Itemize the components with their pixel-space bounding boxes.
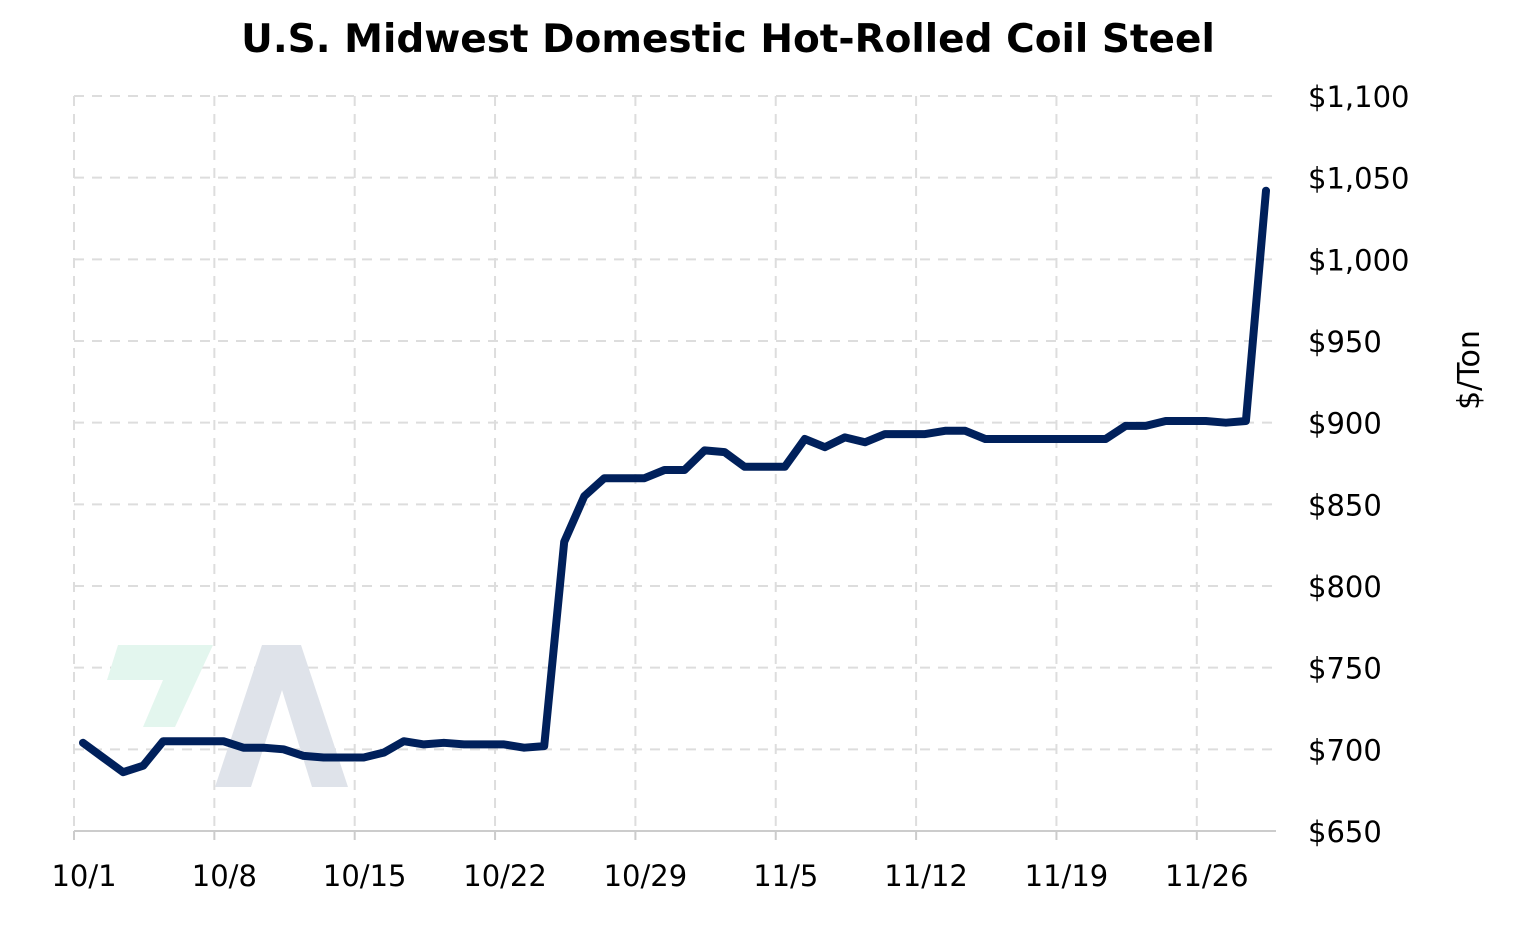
- y-tick-label: $1,050: [1308, 162, 1409, 196]
- gridlines: [73, 95, 1276, 831]
- y-tick-label: $900: [1308, 407, 1382, 441]
- x-tick-label: 10/15: [323, 859, 407, 893]
- price-series-line: [79, 186, 1270, 777]
- y-tick-label: $750: [1308, 652, 1382, 686]
- logo-green-mark: [107, 645, 213, 727]
- y-axis-tick-labels: $650 $700 $750 $800 $850 $900 $950 $1,000 $1,050…: [1308, 80, 1409, 849]
- y-tick-label: $800: [1308, 570, 1382, 604]
- x-tick-label: 11/19: [1025, 859, 1109, 893]
- y-tick-label: $850: [1308, 488, 1382, 522]
- x-tick-label: 11/5: [753, 859, 818, 893]
- x-tick-label: 10/1: [51, 859, 116, 893]
- y-tick-label: $700: [1308, 733, 1382, 767]
- x-tick-label: 10/29: [604, 859, 688, 893]
- x-axis: [73, 830, 1276, 840]
- y-axis-label: $/Ton: [1452, 330, 1487, 410]
- y-tick-label: $1,000: [1308, 243, 1409, 277]
- y-tick-label: $1,100: [1308, 80, 1409, 114]
- y-tick-label: $950: [1308, 325, 1382, 359]
- x-tick-label: 11/12: [884, 859, 968, 893]
- x-axis-tick-labels: 10/1 10/8 10/15 10/22 10/29 11/5 11/12 11/19 11/…: [51, 859, 1248, 893]
- logo-gray-mark: [215, 645, 348, 787]
- chart-title: U.S. Midwest Domestic Hot-Rolled Coil St…: [241, 17, 1215, 62]
- x-tick-label: 10/8: [192, 859, 257, 893]
- y-tick-label: $650: [1308, 815, 1382, 849]
- x-tick-label: 10/22: [463, 859, 547, 893]
- series-layer: [79, 186, 1270, 777]
- x-tick-label: 11/26: [1165, 859, 1249, 893]
